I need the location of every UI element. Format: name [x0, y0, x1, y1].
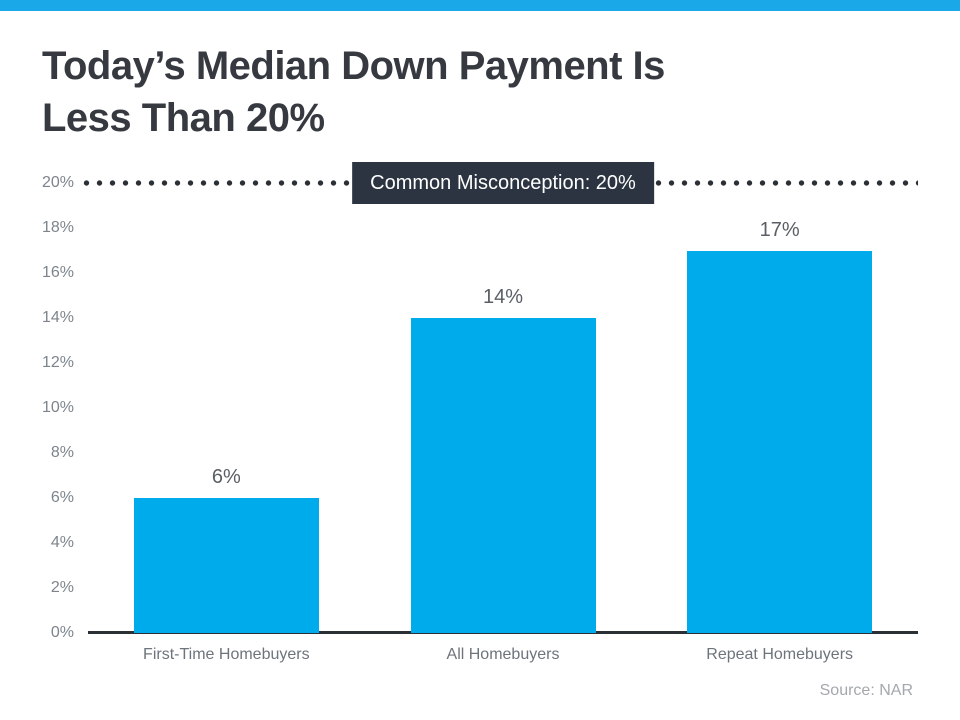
bar-value-label: 6% [211, 466, 241, 488]
bar-chart-plot-area: Common Misconception: 20% 0% 2% 4% 6% 8% 10% 1… [42, 162, 918, 663]
x-category-label: Repeat Homebuyers [706, 646, 854, 663]
y-axis-tick-label: 18% [41, 219, 74, 236]
y-axis-tick-label: 20% [41, 174, 74, 191]
y-axis-tick-label: 4% [50, 534, 74, 551]
y-axis-tick-label: 10% [41, 399, 74, 416]
page-title: Today’s Median Down Payment Is Less Than… [42, 44, 665, 140]
y-axis-tick-label: 6% [50, 489, 74, 506]
x-category-label: First-Time Homebuyers [143, 646, 310, 663]
bar [133, 498, 319, 633]
y-axis-tick-label: 12% [41, 354, 74, 371]
bar-value-label: 17% [759, 218, 800, 241]
y-axis-tick-label: 0% [50, 624, 74, 641]
y-axis-tick-label: 16% [41, 264, 74, 281]
bar-value-label: 14% [482, 286, 524, 308]
annotation-callout: Common Misconception: 20% [352, 162, 654, 204]
y-axis-tick-label: 14% [41, 309, 74, 326]
bar [410, 318, 596, 633]
y-axis-tick-label: 2% [50, 579, 74, 596]
y-axis-tick-label: 8% [50, 444, 74, 461]
source-credit: Source: NAR [819, 682, 913, 699]
bar [687, 250, 873, 633]
x-category-label: All Homebuyers [446, 646, 560, 663]
top-accent-bar [0, 0, 960, 11]
